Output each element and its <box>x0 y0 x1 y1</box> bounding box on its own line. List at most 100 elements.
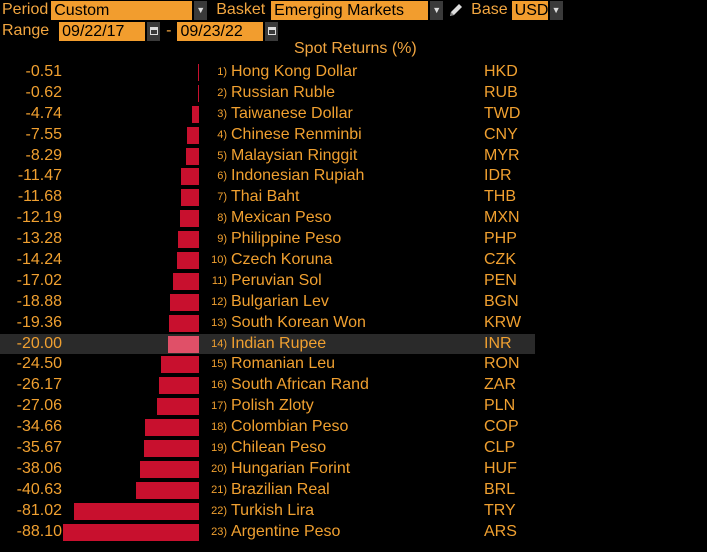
bar-krw <box>169 314 199 332</box>
value-label: -18.88 <box>16 292 62 310</box>
rank-label: 10) <box>211 254 227 267</box>
value-label: -8.29 <box>25 146 62 164</box>
table-row[interactable]: -8.29 5) Malaysian Ringgit MYR <box>0 146 707 167</box>
rank-label: 18) <box>211 421 227 434</box>
currency-name[interactable]: Hungarian Forint <box>231 459 351 477</box>
table-row[interactable]: -27.06 17) Polish Zloty PLN <box>0 396 707 417</box>
pencil-icon[interactable] <box>447 1 465 19</box>
currency-name[interactable]: Argentine Peso <box>231 522 341 540</box>
currency-name[interactable]: Hong Kong Dollar <box>231 63 358 80</box>
currency-name[interactable]: Philippine Peso <box>231 230 342 248</box>
table-row[interactable]: -38.06 20) Hungarian Forint HUF <box>0 459 707 480</box>
currency-name[interactable]: Bulgarian Lev <box>231 292 329 310</box>
value-label: -11.47 <box>17 167 62 185</box>
value-label: -19.36 <box>16 313 62 331</box>
table-row[interactable]: -88.10 23) Argentine Peso ARS <box>0 522 707 543</box>
currency-name[interactable]: Colombian Peso <box>231 418 349 436</box>
rank-label: 12) <box>211 295 227 308</box>
currency-name[interactable]: Thai Baht <box>231 188 300 206</box>
currency-code: TWD <box>484 104 521 122</box>
rank-label: 3) <box>217 107 227 120</box>
currency-name[interactable]: Brazilian Real <box>231 480 330 498</box>
currency-code: TRY <box>484 501 516 519</box>
table-row[interactable]: -11.68 7) Thai Baht THB <box>0 187 707 208</box>
currency-name[interactable]: South African Rand <box>231 376 369 394</box>
toolbar-row-1: Period Custom ▼ Basket Emerging Markets … <box>0 0 563 20</box>
rank-label: 15) <box>211 358 227 371</box>
table-row[interactable]: -81.02 22) Turkish Lira TRY <box>0 501 707 522</box>
currency-code: THB <box>484 188 516 206</box>
basket-dropdown-arrow-icon[interactable]: ▼ <box>430 0 444 20</box>
currency-name[interactable]: Polish Zloty <box>231 397 314 415</box>
currency-name[interactable]: Peruvian Sol <box>231 271 322 289</box>
returns-list: -0.51 1) Hong Kong Dollar HKD -0.62 2) Russian… <box>0 62 707 542</box>
table-row[interactable]: -4.74 3) Taiwanese Dollar TWD <box>0 104 707 125</box>
table-row[interactable]: -24.50 15) Romanian Leu RON <box>0 354 707 375</box>
table-row[interactable]: -13.28 9) Philippine Peso PHP <box>0 229 707 250</box>
base-dropdown-arrow-icon[interactable]: ▼ <box>549 0 563 20</box>
table-row[interactable]: -0.51 1) Hong Kong Dollar HKD <box>0 62 707 83</box>
table-row[interactable]: -40.63 21) Brazilian Real BRL <box>0 480 707 501</box>
value-label: -4.74 <box>25 104 62 122</box>
table-row[interactable]: -20.00 14) Indian Rupee INR <box>0 333 707 355</box>
currency-name[interactable]: Indonesian Rupiah <box>231 167 365 185</box>
value-label: -35.67 <box>16 439 62 457</box>
rank-label: 1) <box>217 66 227 78</box>
currency-code: BGN <box>484 292 519 310</box>
value-label: -7.55 <box>25 125 62 143</box>
currency-name[interactable]: Chinese Renminbi <box>231 125 362 143</box>
rank-label: 22) <box>211 504 227 517</box>
bar-thb <box>180 189 199 207</box>
currency-name[interactable]: Turkish Lira <box>231 501 314 519</box>
rank-label: 9) <box>217 233 227 246</box>
currency-name[interactable]: Chilean Peso <box>231 439 327 457</box>
bar-inr <box>168 335 199 353</box>
bar-ars <box>63 523 199 541</box>
table-row[interactable]: -12.19 8) Mexican Peso MXN <box>0 208 707 229</box>
period-select[interactable]: Custom <box>51 0 193 20</box>
currency-code: MXN <box>484 209 520 227</box>
currency-name[interactable]: Mexican Peso <box>231 209 332 227</box>
base-select[interactable]: USD <box>511 0 548 20</box>
range-start-field[interactable]: 09/22/17 <box>59 21 146 41</box>
table-row[interactable]: -35.67 19) Chilean Peso CLP <box>0 438 707 459</box>
rank-label: 8) <box>217 212 227 225</box>
bar-myr <box>186 147 199 165</box>
basket-select[interactable]: Emerging Markets <box>271 0 429 20</box>
currency-code: PEN <box>484 271 517 289</box>
period-dropdown-arrow-icon[interactable]: ▼ <box>194 0 208 20</box>
rank-label: 2) <box>217 86 227 99</box>
rank-label: 20) <box>211 462 227 475</box>
currency-code: PHP <box>484 230 517 248</box>
currency-name[interactable]: Romanian Leu <box>231 355 336 373</box>
range-end-calendar-icon[interactable] <box>265 21 279 41</box>
currency-name[interactable]: South Korean Won <box>231 313 366 331</box>
range-end-field[interactable]: 09/23/22 <box>177 21 264 41</box>
table-row[interactable]: -0.62 2) Russian Ruble RUB <box>0 83 707 104</box>
currency-code: PLN <box>484 397 516 415</box>
range-label: Range <box>2 22 50 39</box>
rank-label: 21) <box>211 483 227 496</box>
currency-code: ZAR <box>484 376 516 394</box>
currency-code: CNY <box>484 125 518 143</box>
table-row[interactable]: -18.88 12) Bulgarian Lev BGN <box>0 292 707 313</box>
range-start-calendar-icon[interactable] <box>147 21 161 41</box>
currency-name[interactable]: Russian Ruble <box>231 83 336 101</box>
value-label: -38.06 <box>16 459 62 477</box>
bar-mxn <box>180 210 199 228</box>
currency-name[interactable]: Taiwanese Dollar <box>231 104 353 122</box>
currency-name[interactable]: Malaysian Ringgit <box>231 146 358 164</box>
table-row[interactable]: -17.02 11) Peruvian Sol PEN <box>0 271 707 292</box>
currency-name[interactable]: Indian Rupee <box>231 334 327 352</box>
table-row[interactable]: -11.47 6) Indonesian Rupiah IDR <box>0 166 707 187</box>
value-label: -27.06 <box>16 397 62 415</box>
toolbar-row-2: Range 09/22/17 - 09/23/22 <box>0 21 279 41</box>
table-row[interactable]: -14.24 10) Czech Koruna CZK <box>0 250 707 271</box>
value-label: -17.02 <box>16 271 62 289</box>
table-row[interactable]: -34.66 18) Colombian Peso COP <box>0 417 707 438</box>
currency-name[interactable]: Czech Koruna <box>231 251 333 269</box>
table-row[interactable]: -26.17 16) South African Rand ZAR <box>0 375 707 396</box>
value-label: -12.19 <box>16 209 62 227</box>
table-row[interactable]: -7.55 4) Chinese Renminbi CNY <box>0 125 707 146</box>
table-row[interactable]: -19.36 13) South Korean Won KRW <box>0 313 707 334</box>
